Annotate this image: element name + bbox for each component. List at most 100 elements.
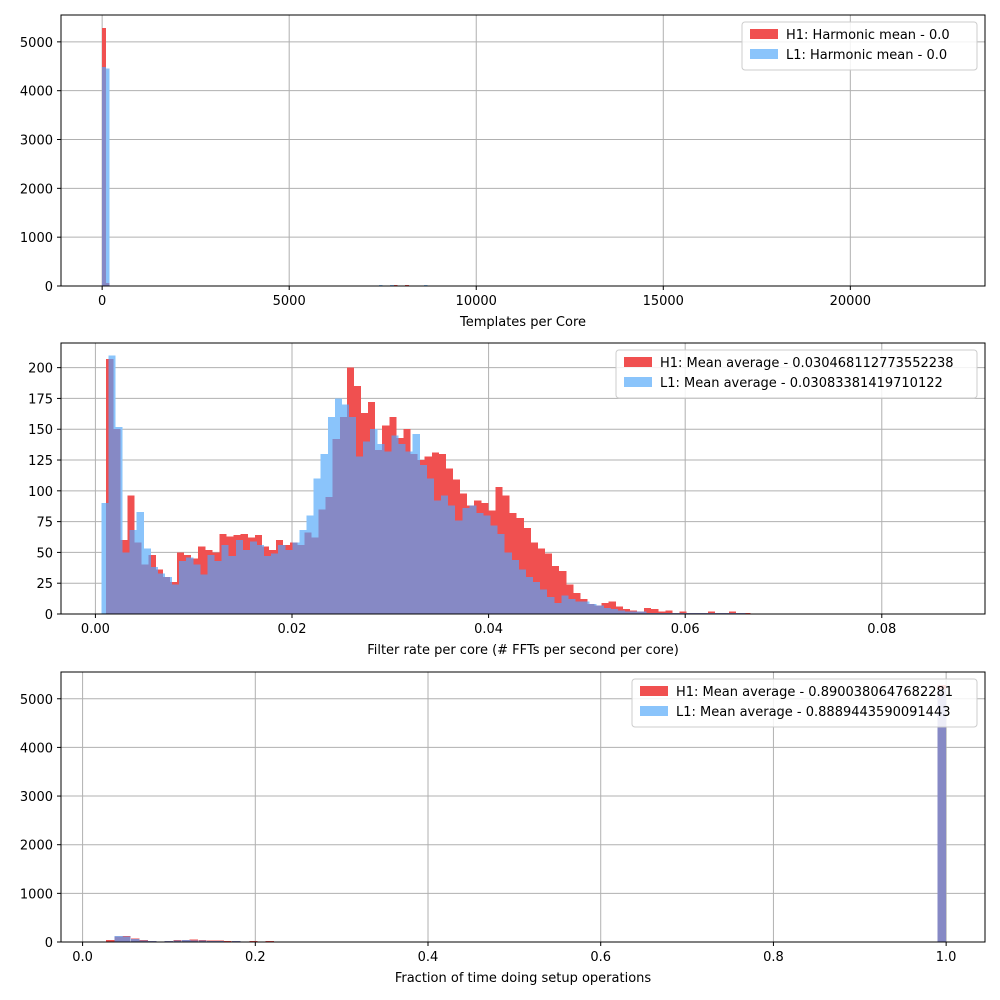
overlap-bar (207, 554, 213, 614)
overlap-bars (106, 359, 746, 614)
overlap-bar (533, 581, 538, 614)
overlap-bar (285, 549, 291, 614)
overlap-bar (573, 599, 576, 614)
tick-marks: 0.0 0.2 0.4 0.6 0.8 1.0 0 1000 2000 3000 4000 5000 (20, 693, 957, 965)
legend: H1: Harmonic mean - 0.0 L1: Harmonic mean… (741, 21, 978, 71)
overlap-bar (540, 589, 546, 614)
overlap-bar (150, 567, 156, 614)
legend: H1: Mean average - 0.8900380647682281 L1:… (631, 678, 978, 728)
h1-bar (523, 527, 531, 614)
overlap-bar (164, 577, 170, 614)
overlap-bar (141, 564, 144, 614)
legend-box (741, 21, 978, 71)
overlap-bar (212, 554, 215, 614)
overlap-bar (214, 561, 220, 614)
h1-bar (644, 607, 652, 614)
overlap-bar (228, 556, 234, 614)
overlap-bar (537, 581, 541, 614)
overlap-bar (346, 404, 350, 614)
h1-bar (545, 553, 553, 614)
overlap-bar (292, 542, 298, 614)
overlap-bar (455, 520, 461, 614)
overlap-bar (460, 520, 463, 614)
overlap-bar (370, 429, 376, 614)
y-tick-label: 150 (28, 423, 53, 438)
overlap-bar (290, 549, 293, 614)
y-tick-label: 25 (36, 577, 53, 592)
overlap-bar (608, 607, 611, 614)
overlap-bar (462, 508, 468, 614)
x-axis-label: Filter rate per core (# FFTs per second … (367, 643, 679, 658)
legend-label-l1: L1: Mean average - 0.03083381419710122 (660, 376, 943, 391)
overlap-bar (127, 552, 130, 614)
overlap-bar (410, 453, 413, 614)
x-tick-label: 0.02 (278, 622, 307, 637)
overlap-bar (561, 595, 567, 614)
overlap-bar (189, 940, 199, 942)
overlap-bar (363, 441, 369, 614)
legend-label-l1: L1: Harmonic mean - 0.0 (786, 48, 947, 63)
overlap-bar (552, 596, 555, 614)
overlap-bar (483, 515, 489, 614)
x-tick-label: 0.4 (418, 950, 439, 965)
overlap-bar (106, 503, 109, 614)
h1-bar (223, 940, 232, 942)
overlap-bar (453, 505, 456, 614)
overlap-bar (580, 601, 583, 614)
overlap-bar (445, 495, 449, 614)
h1-bar (559, 570, 567, 614)
overlap-bar (261, 546, 265, 614)
overlap-bar (108, 359, 114, 614)
overlap-bar (700, 612, 703, 614)
tick-marks: 0 5000 10000 15000 20000 0 1000 2000 3000 4000 500… (20, 36, 871, 309)
overlap-bar (143, 564, 149, 614)
overlap-bar (205, 574, 208, 614)
overlap-bar (332, 439, 335, 614)
overlap-bar (299, 545, 305, 614)
legend-swatch-l1 (640, 706, 668, 716)
overlap-bar (114, 936, 123, 942)
h1-bar (530, 542, 538, 614)
legend-swatch-h1 (750, 29, 778, 39)
overlap-bar (297, 545, 300, 614)
overlap-bar (233, 556, 236, 614)
axes-frame (60, 671, 986, 943)
overlap-bar (169, 581, 173, 614)
series-h1-bars (102, 28, 507, 287)
overlap-bar (646, 612, 652, 614)
overlap-bar (679, 612, 682, 614)
x-axis-label: Fraction of time doing setup operations (395, 971, 652, 986)
series-l1-bars (102, 67, 510, 287)
overlap-bar (311, 537, 314, 614)
overlap-bar (157, 573, 163, 614)
overlap-bar (589, 604, 595, 614)
overlap-bar (637, 611, 640, 614)
overlap-bar (615, 609, 618, 614)
overlap-bar (353, 416, 357, 614)
overlap-bar (736, 612, 739, 614)
h1-bar (651, 609, 659, 614)
overlap-bar (115, 429, 121, 614)
y-tick-label: 2000 (20, 839, 53, 854)
overlap-bar (686, 612, 689, 614)
overlap-bar (721, 612, 725, 614)
h1-bar (105, 940, 115, 942)
overlap-bar (937, 689, 946, 942)
overlap-bar (653, 612, 659, 614)
overlap-bar (474, 505, 477, 614)
overlap-bar (198, 564, 201, 614)
h1-bar (665, 610, 673, 614)
overlap-bar (136, 542, 142, 614)
overlap-bar (603, 607, 609, 614)
overlap-bar (610, 609, 616, 614)
overlap-bar (341, 416, 347, 614)
overlap-bar (130, 939, 140, 942)
overlap-bar (320, 509, 326, 614)
overlap-bar (268, 556, 272, 614)
overlap-bar (122, 936, 131, 942)
legend-box (615, 349, 978, 399)
overlap-bar (502, 533, 505, 614)
overlap-bar (731, 612, 737, 614)
y-tick-label: 4000 (20, 85, 53, 100)
overlap-bar (405, 451, 411, 614)
